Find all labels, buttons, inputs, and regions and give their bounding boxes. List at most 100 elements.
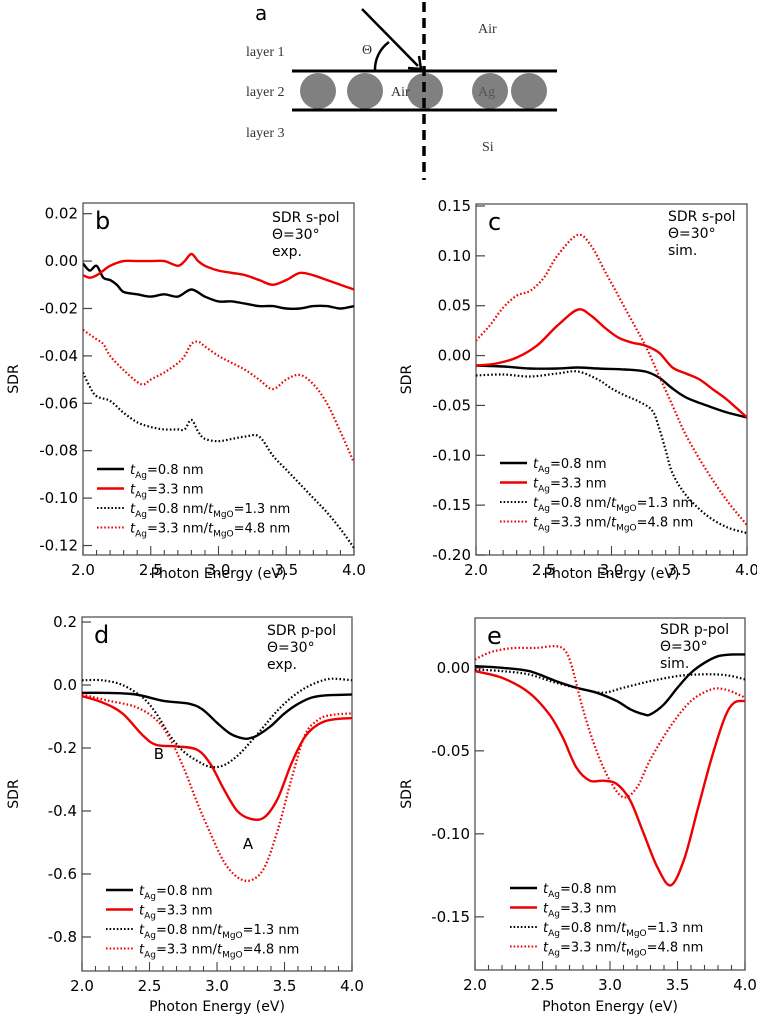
legend-subscript: Ag xyxy=(548,949,560,959)
legend-subscript: MgO xyxy=(213,510,234,520)
legend-label: tAg=3.3 nm xyxy=(139,904,213,922)
y-tick-label: -0.10 xyxy=(431,825,470,843)
legend-var: t xyxy=(139,923,145,938)
x-tick-label: 2.0 xyxy=(71,561,95,579)
legend-subscript: MgO xyxy=(626,929,647,939)
legend-var: t xyxy=(208,522,214,537)
legend-value: =3.3 nm xyxy=(147,483,204,498)
legend-var: t xyxy=(543,902,549,917)
y-tick-label: -0.10 xyxy=(39,489,78,507)
incident-ray xyxy=(361,8,419,67)
panel-annotation: SDR s-pol xyxy=(668,209,736,225)
legend-var: t xyxy=(139,904,145,919)
panel-annotation: Θ=30° xyxy=(660,639,708,655)
legend-var: t xyxy=(621,941,627,956)
y-tick-label: -0.6 xyxy=(48,865,77,883)
x-axis-title: Photon Energy (eV) xyxy=(149,999,285,1015)
legend-var: t xyxy=(208,502,214,517)
x-tick-label: 2.5 xyxy=(138,977,162,995)
x-tick-label: 4.0 xyxy=(342,561,366,579)
legend-subscript: Ag xyxy=(135,471,147,481)
y-tick-label: 0.2 xyxy=(53,613,77,631)
panel-annotation: sim. xyxy=(668,243,697,259)
x-tick-label: 3.5 xyxy=(273,977,297,995)
panel-letter: d xyxy=(94,621,109,649)
x-tick-label: 3.5 xyxy=(667,561,691,579)
angle-arc xyxy=(373,40,390,72)
series-line-2 xyxy=(82,694,352,821)
y-tick-label: -0.05 xyxy=(431,742,470,760)
legend-value: =4.8 nm xyxy=(234,522,291,537)
legend-value: =3.3 nm xyxy=(156,904,213,919)
legend-label: tAg=0.8 nm xyxy=(533,457,607,475)
legend-var: t xyxy=(130,522,136,537)
x-tick-label: 3.5 xyxy=(666,976,690,994)
panel-b-chart: 0.02 0.00 -0.02 -0.04 -0.06 -0.08 -0.10 -0.12 2.… xyxy=(6,202,366,582)
y-tick-label: 0.00 xyxy=(45,252,78,270)
y-tick-label: -0.08 xyxy=(39,442,78,460)
legend-value: =3.3 nm xyxy=(560,902,617,917)
legend-subscript: Ag xyxy=(144,931,156,941)
panel-annotation: SDR p-pol xyxy=(267,623,336,639)
panel-annotation: exp. xyxy=(272,244,302,260)
legend-label: tAg=3.3 nm/tMgO=4.8 nm xyxy=(533,516,693,534)
legend-label: tAg=3.3 nm xyxy=(533,477,607,495)
x-tick-label: 3.0 xyxy=(205,977,229,995)
legend-label: tAg=0.8 nm xyxy=(139,884,213,902)
y-tick-label: -0.8 xyxy=(48,928,77,946)
x-tick-label: 3.0 xyxy=(207,561,231,579)
legend-label: tAg=3.3 nm xyxy=(130,483,204,501)
y-tick-label: -0.20 xyxy=(432,546,471,564)
legend-value: =4.8 nm xyxy=(243,943,300,958)
x-tick-label: 3.5 xyxy=(274,561,298,579)
legend-var: t xyxy=(611,496,617,511)
legend-value: =4.8 nm xyxy=(637,516,694,531)
legend-subscript: Ag xyxy=(538,465,550,475)
y-axis-title: SDR xyxy=(399,779,415,809)
y-tick-label: 0.02 xyxy=(45,205,78,223)
series-line-4 xyxy=(475,645,745,799)
x-tick-label: 3.0 xyxy=(598,976,622,994)
y-tick-label: 0.05 xyxy=(438,297,471,315)
legend-var: t xyxy=(533,477,539,492)
legend-var: t xyxy=(621,921,627,936)
series-line-1 xyxy=(476,364,747,419)
legend-label: tAg=0.8 nm xyxy=(130,463,204,481)
legend-subscript: Ag xyxy=(548,929,560,939)
x-tick-label: 3.0 xyxy=(600,561,624,579)
panel-e-chart: 0.00 -0.05 -0.10 -0.15 2.0 2.5 3.0 3.5 4.0 Photon… xyxy=(399,617,757,1015)
panel-annotation: Θ=30° xyxy=(668,226,716,242)
panel-annotation: SDR s-pol xyxy=(272,210,340,226)
x-tick-label: 2.0 xyxy=(463,976,487,994)
legend-value: =1.3 nm xyxy=(243,923,300,938)
legend-value: =0.8 nm xyxy=(560,882,617,897)
y-tick-label: -0.4 xyxy=(48,802,77,820)
legend-value: =3.3 nm/ xyxy=(550,516,612,531)
legend-label: tAg=3.3 nm xyxy=(543,902,617,920)
legend-subscript: Ag xyxy=(135,491,147,501)
y-tick-label: -0.12 xyxy=(39,537,78,555)
panel-letter: c xyxy=(488,208,501,236)
legend-value: =0.8 nm/ xyxy=(550,496,612,511)
x-axis-title: Photon Energy (eV) xyxy=(544,566,680,582)
series-line-3 xyxy=(83,372,354,549)
legend-subscript: MgO xyxy=(213,530,234,540)
legend-subscript: Ag xyxy=(538,485,550,495)
x-tick-label: 2.5 xyxy=(532,561,556,579)
x-tick-label: 2.0 xyxy=(70,977,94,995)
layer3-label: layer 3 xyxy=(246,126,284,141)
legend-value: =0.8 nm/ xyxy=(560,921,622,936)
legend-subscript: MgO xyxy=(626,949,647,959)
y-tick-label: 0.15 xyxy=(438,197,471,215)
legend-value: =0.8 nm xyxy=(147,463,204,478)
theta-label: Θ xyxy=(362,43,372,58)
nanoparticle xyxy=(472,73,508,109)
series-line-2 xyxy=(476,308,747,419)
panel-annotation: sim. xyxy=(660,656,689,672)
panel-letter: e xyxy=(487,622,502,650)
panel-annotation: Θ=30° xyxy=(272,227,320,243)
series-line-3 xyxy=(82,677,352,769)
